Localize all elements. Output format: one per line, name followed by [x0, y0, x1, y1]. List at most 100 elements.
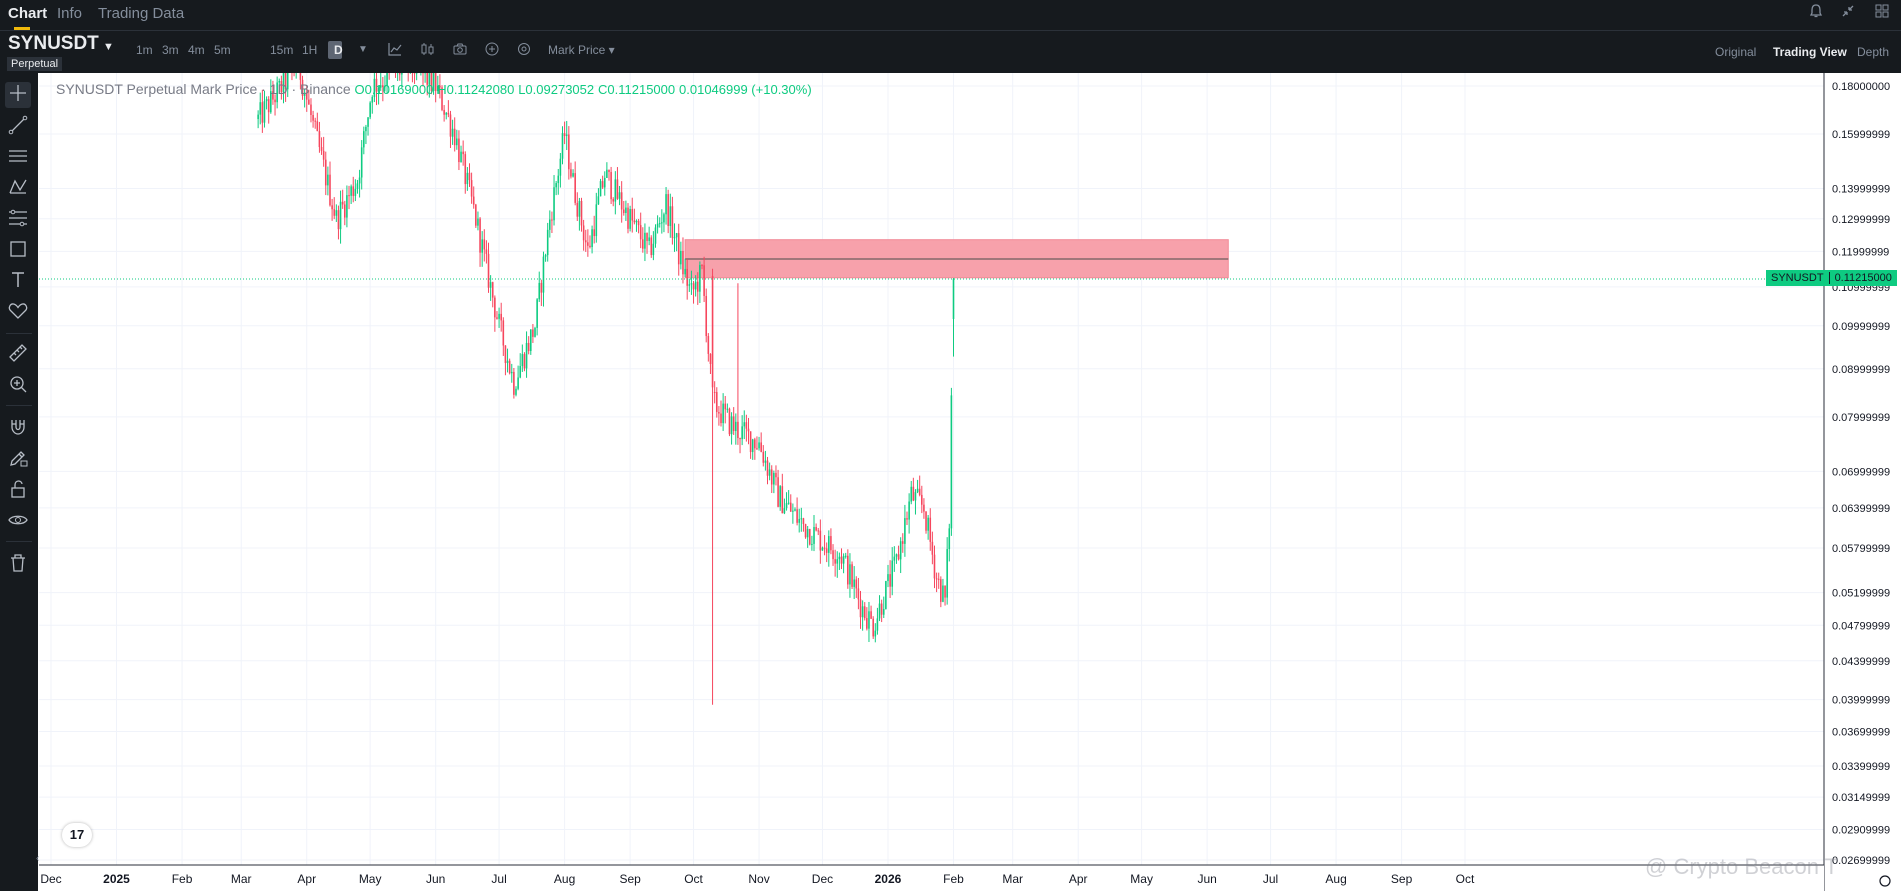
grid-layout-icon[interactable] [1872, 3, 1892, 23]
interval-1m[interactable]: 1m [136, 43, 153, 57]
candle-body [642, 239, 644, 249]
candle-body [354, 188, 357, 196]
interval-5m[interactable]: 5m [214, 43, 231, 57]
magnet-icon[interactable] [5, 416, 31, 442]
fib-icon[interactable] [5, 207, 31, 233]
candle-body [931, 541, 934, 555]
symbol-name[interactable]: SYNUSDT [8, 33, 99, 54]
candle-body [587, 242, 589, 246]
candle-body [475, 204, 477, 226]
candle-body [527, 342, 530, 352]
candle-body [804, 523, 807, 538]
legend-high: H0.11242080 [437, 82, 515, 97]
chart-background [39, 73, 1901, 891]
view-trading-view[interactable]: Trading View [1773, 45, 1847, 59]
chart-area[interactable]: 0.18000000 0.15999999 0.13999999 0.12999999… [39, 73, 1901, 891]
rectangle-icon[interactable] [5, 238, 31, 264]
interval-15m[interactable]: 15m [270, 43, 294, 57]
candle-body [895, 554, 898, 557]
candle-body [629, 209, 631, 229]
price-type-select[interactable]: Mark Price ▾ [548, 43, 615, 57]
price-chart[interactable]: 0.18000000 0.15999999 0.13999999 0.12999999… [39, 73, 1901, 891]
candle-body [525, 342, 528, 369]
tradingview-logo[interactable]: 17 [62, 823, 92, 847]
candle-body [318, 131, 321, 148]
camera-icon[interactable] [451, 41, 469, 59]
candle-body [794, 509, 796, 511]
crosshair-icon[interactable] [5, 82, 31, 108]
candle-body [534, 327, 536, 337]
interval-1h[interactable]: 1H [302, 43, 318, 57]
tab-chart[interactable]: Chart [8, 5, 48, 22]
price-tick-label: 0.09999999 [1832, 321, 1890, 333]
candle-body [568, 134, 570, 170]
symbol-dropdown-icon[interactable]: ▼ [103, 41, 114, 53]
ruler-icon[interactable] [5, 342, 31, 368]
trash-icon[interactable] [5, 552, 31, 578]
candle-body [639, 225, 642, 240]
collapse-icon[interactable] [1838, 3, 1858, 23]
interval-3m[interactable]: 3m [162, 43, 179, 57]
candle-body [935, 578, 938, 580]
unlock-icon[interactable] [5, 478, 31, 504]
text-icon[interactable] [5, 269, 31, 295]
candle-body [633, 220, 636, 223]
candle-body [491, 282, 494, 298]
eye-icon[interactable] [5, 509, 31, 535]
candle-body [656, 223, 659, 228]
candle-body [616, 179, 619, 199]
candle-body [811, 543, 813, 545]
view-original[interactable]: Original [1715, 45, 1757, 59]
candle-body [280, 81, 283, 93]
time-tick-label: Feb [943, 872, 964, 886]
candle-body [901, 541, 904, 544]
candle-body [322, 150, 325, 160]
candle-body [768, 469, 771, 476]
legend-open: O0.10169000 [354, 82, 434, 97]
interval-dropdown-icon[interactable]: ▼ [358, 44, 368, 55]
candle-body [456, 138, 458, 146]
price-tick-label: 0.03149999 [1832, 792, 1890, 804]
price-tick-label: 0.06999999 [1832, 466, 1890, 478]
candle-body [868, 611, 870, 629]
pattern-icon[interactable] [5, 176, 31, 202]
candle-body [582, 225, 585, 241]
candle-body [508, 360, 511, 374]
candle-body [608, 169, 610, 173]
candle-body [773, 472, 775, 485]
candle-body [747, 428, 750, 432]
candle-type-icon[interactable] [418, 41, 436, 59]
candle-body [308, 99, 310, 105]
view-depth[interactable]: Depth [1857, 45, 1890, 59]
candle-body [601, 181, 604, 188]
indicators-icon[interactable] [386, 41, 404, 59]
candle-body [500, 313, 502, 321]
candle-body [335, 210, 338, 216]
candle-body [379, 85, 382, 88]
interval-d[interactable]: D [334, 43, 343, 57]
settings-icon[interactable] [515, 41, 533, 59]
horizontal-lines-icon[interactable] [5, 145, 31, 171]
candle-body [792, 510, 794, 512]
candle-body [952, 279, 955, 319]
interval-4m[interactable]: 4m [188, 43, 205, 57]
candle-body [299, 73, 302, 80]
pencil-lock-icon[interactable] [5, 447, 31, 473]
candle-body [798, 518, 801, 523]
candle-body [665, 194, 667, 215]
zoom-in-icon[interactable] [5, 373, 31, 399]
candle-body [923, 504, 925, 512]
add-alert-icon[interactable] [483, 41, 501, 59]
tab-trading-data[interactable]: Trading Data [98, 5, 185, 22]
candle-body [887, 574, 889, 582]
candle-body [718, 412, 720, 414]
candle-body [270, 91, 272, 113]
bell-icon[interactable] [1806, 3, 1826, 23]
candle-body [620, 192, 623, 210]
heart-icon[interactable] [5, 300, 31, 326]
candle-body [739, 438, 741, 440]
trend-line-icon[interactable] [5, 114, 31, 140]
tab-info[interactable]: Info [57, 5, 83, 22]
collapse-toolbar-icon[interactable]: ‹ [36, 853, 40, 864]
candle-body [546, 229, 549, 256]
